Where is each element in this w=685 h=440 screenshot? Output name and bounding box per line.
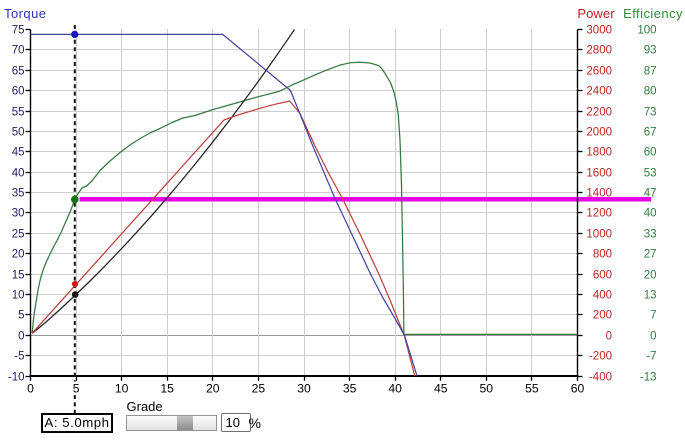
svg-text:-200: -200 [589, 351, 612, 363]
svg-text:Torque: Torque [4, 6, 46, 21]
svg-text:67: 67 [644, 127, 657, 139]
svg-text:3000: 3000 [586, 25, 612, 37]
svg-text:2400: 2400 [586, 86, 612, 98]
svg-text:60: 60 [571, 382, 585, 396]
svg-text:70: 70 [12, 45, 25, 57]
svg-text:800: 800 [593, 249, 612, 261]
svg-text:-13: -13 [640, 372, 657, 384]
svg-text:45: 45 [434, 382, 448, 396]
svg-text:2200: 2200 [586, 107, 612, 119]
svg-text:45: 45 [12, 147, 25, 159]
svg-text:15: 15 [12, 270, 25, 282]
svg-text:33: 33 [644, 229, 657, 241]
svg-text:73: 73 [644, 107, 657, 119]
svg-text:87: 87 [644, 66, 657, 78]
svg-text:1400: 1400 [586, 188, 612, 200]
svg-text:0: 0 [27, 382, 34, 396]
svg-text:1800: 1800 [586, 147, 612, 159]
svg-text:93: 93 [644, 45, 657, 57]
svg-text:75: 75 [12, 25, 25, 37]
svg-text:30: 30 [297, 382, 311, 396]
svg-text:0: 0 [18, 331, 24, 343]
svg-text:60: 60 [12, 86, 25, 98]
svg-text:Efficiency: Efficiency [623, 6, 683, 21]
svg-text:40: 40 [388, 382, 402, 396]
svg-text:Power: Power [577, 6, 615, 21]
svg-text:40: 40 [644, 208, 657, 220]
svg-text:0: 0 [606, 331, 612, 343]
svg-text:5: 5 [18, 310, 24, 322]
svg-text:2800: 2800 [586, 45, 612, 57]
svg-text:-400: -400 [589, 372, 612, 384]
svg-text:27: 27 [644, 249, 657, 261]
svg-text:40: 40 [12, 168, 25, 180]
svg-text:25: 25 [12, 229, 25, 241]
svg-text:1200: 1200 [586, 208, 612, 220]
svg-text:50: 50 [12, 127, 25, 139]
svg-text:20: 20 [12, 249, 25, 261]
svg-text:0: 0 [650, 331, 656, 343]
svg-text:35: 35 [343, 382, 357, 396]
svg-text:7: 7 [650, 310, 656, 322]
svg-text:60: 60 [644, 147, 657, 159]
svg-text:2000: 2000 [586, 127, 612, 139]
svg-text:47: 47 [644, 188, 657, 200]
svg-text:15: 15 [160, 382, 174, 396]
svg-text:400: 400 [593, 290, 612, 302]
svg-text:55: 55 [525, 382, 539, 396]
svg-text:10: 10 [12, 290, 25, 302]
svg-text:200: 200 [593, 310, 612, 322]
svg-text:1000: 1000 [586, 229, 612, 241]
svg-text:100: 100 [637, 25, 656, 37]
svg-text:30: 30 [12, 208, 25, 220]
svg-text:1600: 1600 [586, 168, 612, 180]
svg-text:53: 53 [644, 168, 657, 180]
svg-text:-10: -10 [8, 372, 25, 384]
svg-text:65: 65 [12, 66, 25, 78]
svg-text:5: 5 [73, 382, 80, 396]
svg-text:10: 10 [115, 382, 129, 396]
svg-text:600: 600 [593, 270, 612, 282]
svg-text:-7: -7 [646, 351, 656, 363]
svg-text:80: 80 [644, 86, 657, 98]
svg-text:-5: -5 [14, 351, 24, 363]
svg-text:20: 20 [206, 382, 220, 396]
svg-text:20: 20 [644, 270, 657, 282]
svg-text:55: 55 [12, 107, 25, 119]
svg-text:13: 13 [644, 290, 657, 302]
svg-text:50: 50 [480, 382, 494, 396]
svg-text:35: 35 [12, 188, 25, 200]
svg-text:2600: 2600 [586, 66, 612, 78]
svg-text:25: 25 [252, 382, 266, 396]
